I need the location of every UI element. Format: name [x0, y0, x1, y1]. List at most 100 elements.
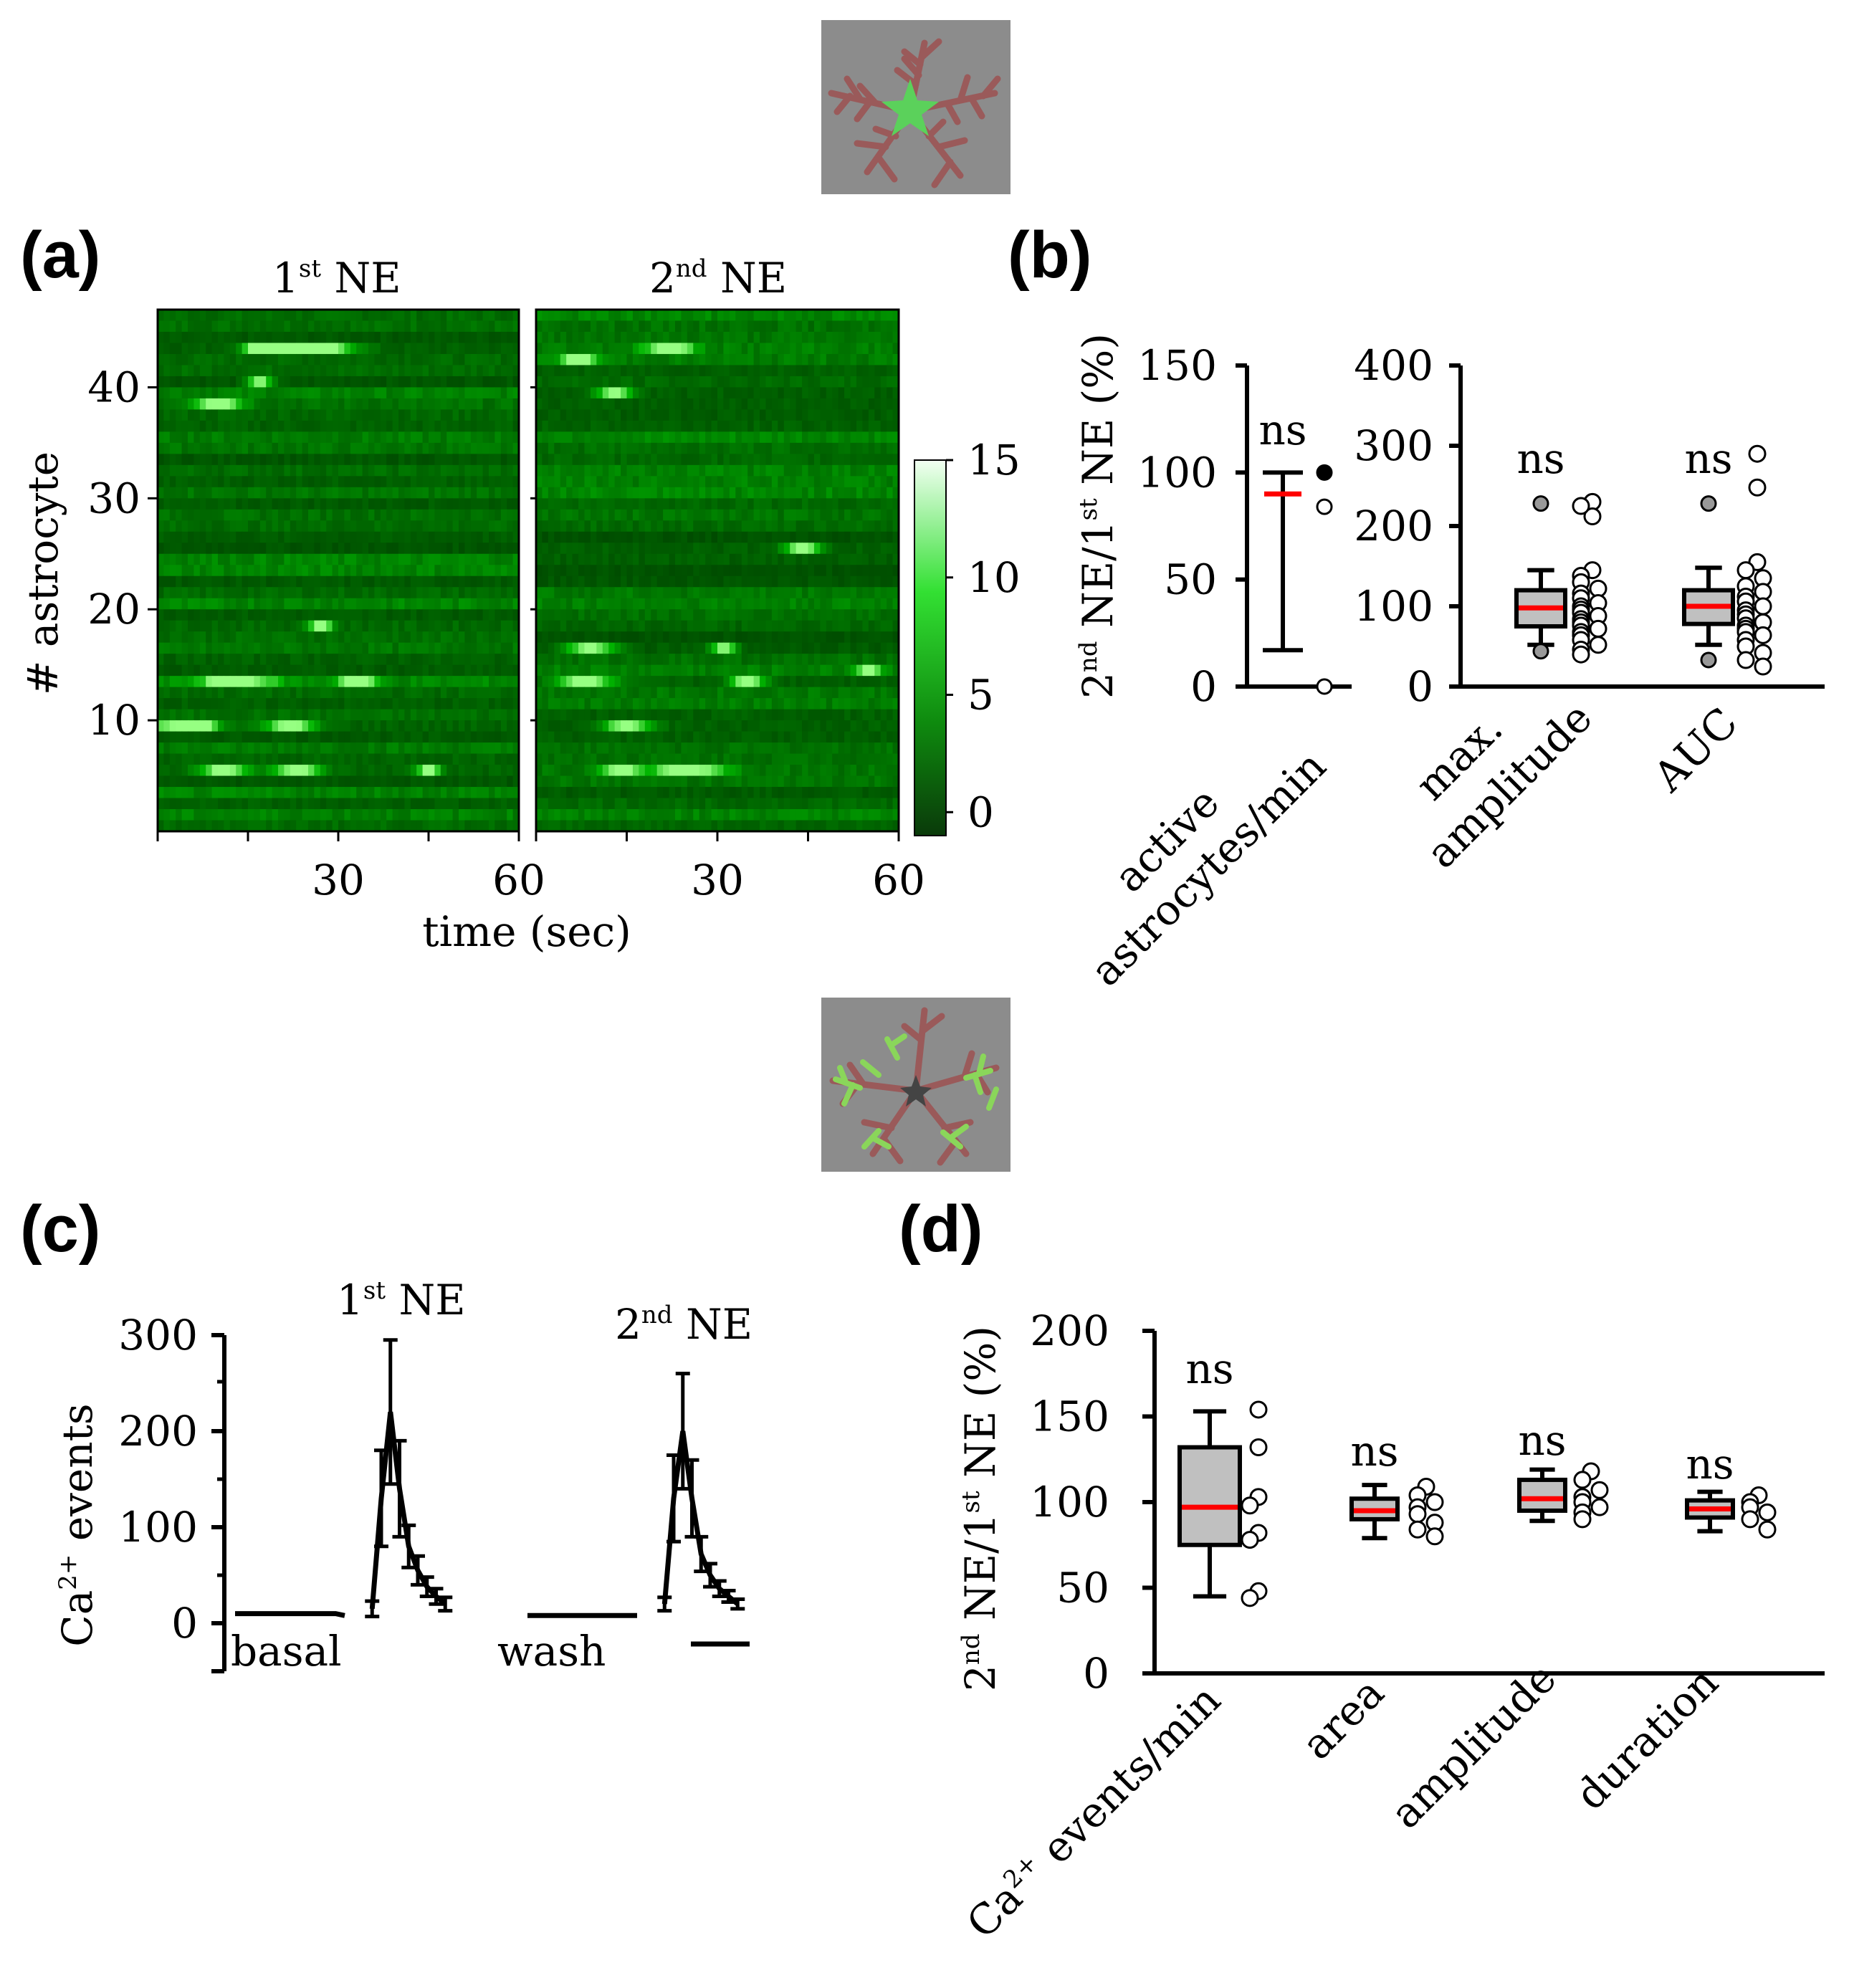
heatmap-cell — [614, 631, 621, 644]
heatmap-cell — [536, 353, 543, 366]
heatmap-cell — [398, 609, 405, 621]
heatmap-cell — [410, 620, 417, 632]
heatmap-cell — [482, 343, 489, 355]
heatmap-cell — [429, 676, 435, 688]
heatmap-cell — [181, 520, 188, 532]
heatmap-cell — [639, 553, 646, 565]
heatmap-cell — [566, 331, 573, 344]
heatmap-cell — [796, 331, 803, 344]
heatmap-cell — [796, 343, 803, 355]
heatmap-cell — [808, 654, 815, 666]
heatmap-cell — [808, 498, 815, 510]
heatmap-cell — [163, 609, 171, 621]
heatmap-cell — [392, 320, 399, 333]
heatmap-cell — [477, 543, 484, 555]
heatmap-cell — [765, 476, 773, 488]
heatmap-cell — [850, 609, 857, 621]
heatmap-cell — [236, 376, 243, 388]
heatmap-cell — [470, 687, 477, 699]
heatmap-cell — [206, 454, 213, 466]
heatmap-cell — [320, 520, 327, 532]
heatmap-cell — [344, 598, 351, 610]
heatmap-cell — [632, 531, 639, 543]
heatmap-cell — [572, 631, 579, 644]
heatmap-cell — [687, 575, 694, 588]
heatmap-cell — [404, 487, 411, 499]
heatmap-cell — [802, 565, 809, 577]
heatmap-cell — [254, 464, 261, 477]
heatmap-cell — [158, 464, 164, 477]
heatmap-cell — [808, 343, 815, 355]
heatmap-cell — [459, 587, 465, 599]
heatmap-cell — [374, 709, 381, 721]
heatmap-cell — [338, 720, 345, 732]
heatmap-cell — [344, 387, 351, 399]
heatmap-cell — [332, 775, 339, 788]
heatmap-cell — [644, 387, 651, 399]
heatmap-cell — [169, 454, 176, 466]
heatmap-cell — [368, 365, 375, 377]
heatmap-cell — [584, 687, 591, 699]
heatmap-cell — [459, 798, 465, 810]
heatmap-cell — [663, 565, 670, 577]
heatmap-cell — [229, 420, 236, 432]
heatmap-cell — [259, 520, 267, 532]
heatmap-cell — [278, 775, 285, 788]
heatmap-cell — [302, 687, 309, 699]
heatmap-cell — [259, 464, 267, 477]
astrocyte-soma — [882, 79, 939, 136]
heatmap-cell — [224, 742, 231, 755]
heatmap-cell — [477, 753, 484, 765]
heatmap-cell — [554, 575, 561, 588]
heatmap-cell — [350, 575, 357, 588]
heatmap-cell — [771, 687, 778, 699]
heatmap-cell — [844, 609, 851, 621]
heatmap-cell — [729, 676, 736, 688]
heatmap-cell — [440, 809, 447, 821]
heatmap-cell — [272, 409, 279, 421]
heatmap-cell — [669, 487, 676, 499]
heatmap-cell — [464, 498, 472, 510]
heatmap-cell — [717, 420, 725, 432]
heatmap-cell — [489, 609, 495, 621]
heatmap-cell — [266, 420, 273, 432]
heatmap-cell — [380, 809, 387, 821]
heatmap-cell — [862, 642, 869, 654]
heatmap-cell — [760, 642, 767, 654]
heatmap-cell — [862, 353, 869, 366]
heatmap-cell — [723, 398, 730, 410]
heatmap-cell — [470, 731, 477, 743]
heatmap-cell — [410, 553, 417, 565]
heatmap-cell — [464, 543, 472, 555]
heatmap-cell — [356, 431, 363, 444]
heatmap-cell — [470, 487, 477, 499]
heatmap-cell — [266, 787, 273, 799]
heatmap-cell — [440, 310, 447, 322]
heatmap-cell — [272, 353, 279, 366]
heatmap-cell — [887, 331, 894, 344]
heatmap-cell — [862, 598, 869, 610]
heatmap-cell — [632, 631, 639, 644]
heatmap-cell — [566, 687, 573, 699]
heatmap-cell — [290, 487, 297, 499]
heatmap-cell — [236, 498, 243, 510]
panel-label-c: (c) — [20, 1193, 100, 1266]
heatmap-cell — [669, 642, 676, 654]
heatmap-cell — [356, 775, 363, 788]
heatmap-cell — [326, 343, 333, 355]
heatmap-cell — [644, 609, 651, 621]
heatmap-cell — [760, 464, 767, 477]
heatmap-cell — [656, 365, 664, 377]
heatmap-cell — [632, 553, 639, 565]
heatmap-cell — [356, 420, 363, 432]
heatmap-cell — [429, 543, 435, 555]
heatmap-cell — [224, 664, 231, 677]
heatmap-cell — [741, 664, 748, 677]
heatmap-cell — [621, 454, 628, 466]
heatmap-cell — [644, 398, 651, 410]
heatmap-cell — [374, 376, 381, 388]
heatmap-cell — [181, 331, 188, 344]
heatmap-cell — [163, 565, 171, 577]
heatmap-cell — [477, 398, 484, 410]
heatmap-cell — [711, 698, 718, 710]
